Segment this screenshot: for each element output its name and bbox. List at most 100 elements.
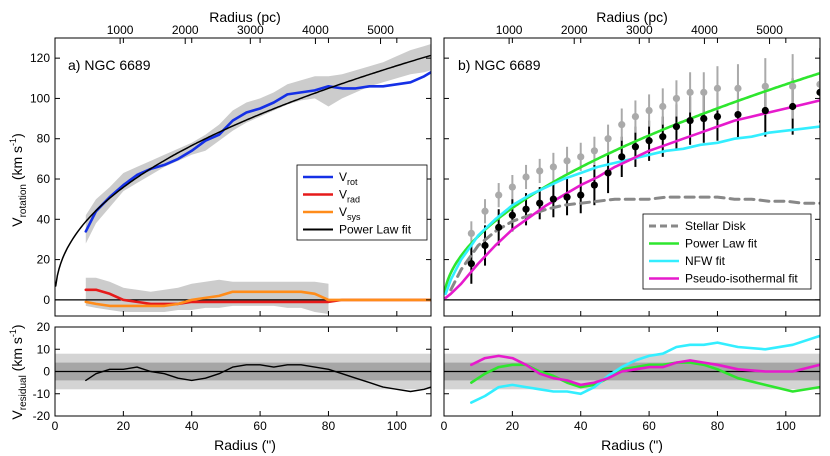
ylabel-exp: -1 <box>8 138 18 146</box>
ylabel-units: (km s <box>9 146 25 184</box>
panel-b-observed-data-point <box>549 163 557 171</box>
panel-a-legend-label-power-law-fit: Power Law fit <box>339 223 412 237</box>
panel-a-residual-plot-area <box>55 353 431 393</box>
panel-b-observed-data-point <box>563 157 571 165</box>
panel-b-residual-series-residual-power-law <box>470 361 820 393</box>
panel-b-observed-data-point <box>522 173 530 181</box>
panel-b-residual-series-residual-pseudo-isothermal <box>470 354 820 387</box>
panel-a-plot-area <box>55 44 431 314</box>
panel-b-observed-data-point <box>645 106 653 115</box>
panel-b-top-xtick-label: 3000 <box>626 23 653 37</box>
panel-b-top-xlabel: Radius (pc) <box>596 9 668 25</box>
panel-b-rotation-data-point <box>467 260 475 268</box>
panel-b-rotation-data-point <box>508 211 516 219</box>
panel-b-rotation-data-point <box>672 123 681 131</box>
panel-a-top-xtick-label: 3000 <box>237 23 264 37</box>
legend-label-sub: rad <box>347 195 360 205</box>
panel-b-rotation-data-point <box>645 137 653 145</box>
legend-label-sub: rot <box>347 177 358 187</box>
panel-b-rotation-data-point <box>563 193 571 201</box>
panel-b-rotation-data-point <box>761 106 769 115</box>
panel-a-residual-xtick-label: 60 <box>253 419 267 433</box>
panel-b-observed-data-point <box>577 153 585 161</box>
panel-b-residual-xtick-label: 60 <box>642 419 656 433</box>
panel-a-residual-series-residual-powerlaw <box>85 364 431 393</box>
panel-b-top-xtick-label: 2000 <box>561 23 588 37</box>
panel-b-observed-data-point <box>686 88 694 96</box>
panel-b-rotation-data-point <box>734 110 742 119</box>
panel-b-top-xtick-label: 5000 <box>756 23 783 37</box>
panel-b-rotation-data-point <box>536 199 544 207</box>
panel-b-legend-label-nfw-fit: NFW fit <box>685 254 726 268</box>
panel-a-top-xtick-label: 2000 <box>172 23 199 37</box>
ylabel-sub: rotation <box>18 184 29 217</box>
panel-b-rotation-data-point <box>577 191 585 199</box>
panel-b-frame <box>443 37 821 317</box>
panel-a-legend-label-v-sys: Vsys <box>339 205 361 222</box>
legend-label-main: V <box>339 170 347 184</box>
panel-a-residual-xtick-label: 40 <box>185 419 199 433</box>
panel-b-legend-label-power-law-fit: Power Law fit <box>685 237 758 251</box>
panel-a-series-v-rot <box>84 70 431 233</box>
panel-b-observed-data-point <box>761 82 769 90</box>
panel-a-xlabel: Radius (") <box>214 437 276 453</box>
panel-a-residual-ytick-label: 10 <box>37 342 51 356</box>
panel-b-residual-xtick-label: 20 <box>506 419 520 433</box>
panel-b-observed-data-point <box>508 183 516 191</box>
panel-b-rotation-data-point <box>713 112 722 121</box>
panel-b-observed-data-point <box>700 88 708 96</box>
panel-a-top-xtick-label: 4000 <box>302 23 329 37</box>
panel-a-top-xtick-label: 5000 <box>367 23 394 37</box>
panel-b-observed-data-point <box>713 84 722 92</box>
residual-ylabel-units: (km s <box>9 337 25 375</box>
panel-b-plot-area <box>444 48 820 301</box>
panel-a-ytick-label: 120 <box>30 51 50 65</box>
panel-b-rotation-data-point <box>816 88 820 96</box>
panel-a-legend-label-v-rot: Vrot <box>339 170 358 187</box>
panel-b-observed-data-point <box>536 167 544 175</box>
panel-b-rotation-data-point <box>789 102 797 111</box>
panel-b-xlabel: Radius (") <box>601 437 663 453</box>
panel-b-residual-plot-area <box>444 334 820 404</box>
panel-a-residual-xtick-label: 0 <box>52 419 59 433</box>
panel-a-residual-ytick-label: -20 <box>33 409 51 423</box>
panel-a-legend-label-v-rad: Vrad <box>339 188 360 205</box>
panel-a-title: a) NGC 6689 <box>68 57 151 73</box>
residual-ylabel-close: ) <box>9 324 25 329</box>
panel-b-top-xtick-label: 1000 <box>496 23 523 37</box>
panel-a-frame <box>54 37 432 317</box>
panel-b-rotation-data-point <box>481 241 489 250</box>
panel-a-ytick-label: 100 <box>30 91 50 105</box>
panel-a-ytick-label: 80 <box>37 132 51 146</box>
panel-b-residual-xtick-label: 100 <box>776 419 796 433</box>
panel-b-rotation-data-point <box>659 133 667 141</box>
panel-b-series-stellar-disk <box>449 195 820 292</box>
panel-b-rotation-data-point <box>700 114 708 123</box>
panel-b-observed-data-point <box>618 121 626 129</box>
panel-b-observed-data-point <box>631 112 640 121</box>
panel-a-residual-xtick-label: 20 <box>117 419 131 433</box>
panel-b-residual-xtick-label: 0 <box>441 419 448 433</box>
panel-b-residual-series-residual-nfw <box>470 334 820 404</box>
panel-b-observed-data-point <box>495 191 503 199</box>
panel-a-ylabel: Vrotation (km s-1) <box>8 133 29 227</box>
legend-label-main: V <box>339 205 347 219</box>
panel-a-vrot-band <box>85 44 431 244</box>
panel-b-observed-data-point <box>816 80 820 88</box>
panel-a-ytick-label: 20 <box>37 253 51 267</box>
panel-b-legend-label-pseudo-isothermal-fit: Pseudo-isothermal fit <box>685 272 798 286</box>
panel-b-rotation-data-point <box>618 153 626 161</box>
legend-label-sub: sys <box>347 212 361 222</box>
panel-b-rotation-data-point <box>522 205 530 213</box>
panel-a-series-power-law-fit <box>55 54 431 287</box>
panel-a-ytick-label: 0 <box>43 293 50 307</box>
panel-b-rotation-data-point <box>686 116 694 125</box>
panel-b-rotation-data-point <box>495 223 503 231</box>
residual-ylabel-sub: residual <box>18 375 29 410</box>
panel-b-observed-data-point <box>467 229 475 238</box>
panel-b-observed-data-point <box>734 84 742 92</box>
legend-label-main: V <box>339 188 347 202</box>
panel-b-top-xtick-label: 4000 <box>691 23 718 37</box>
